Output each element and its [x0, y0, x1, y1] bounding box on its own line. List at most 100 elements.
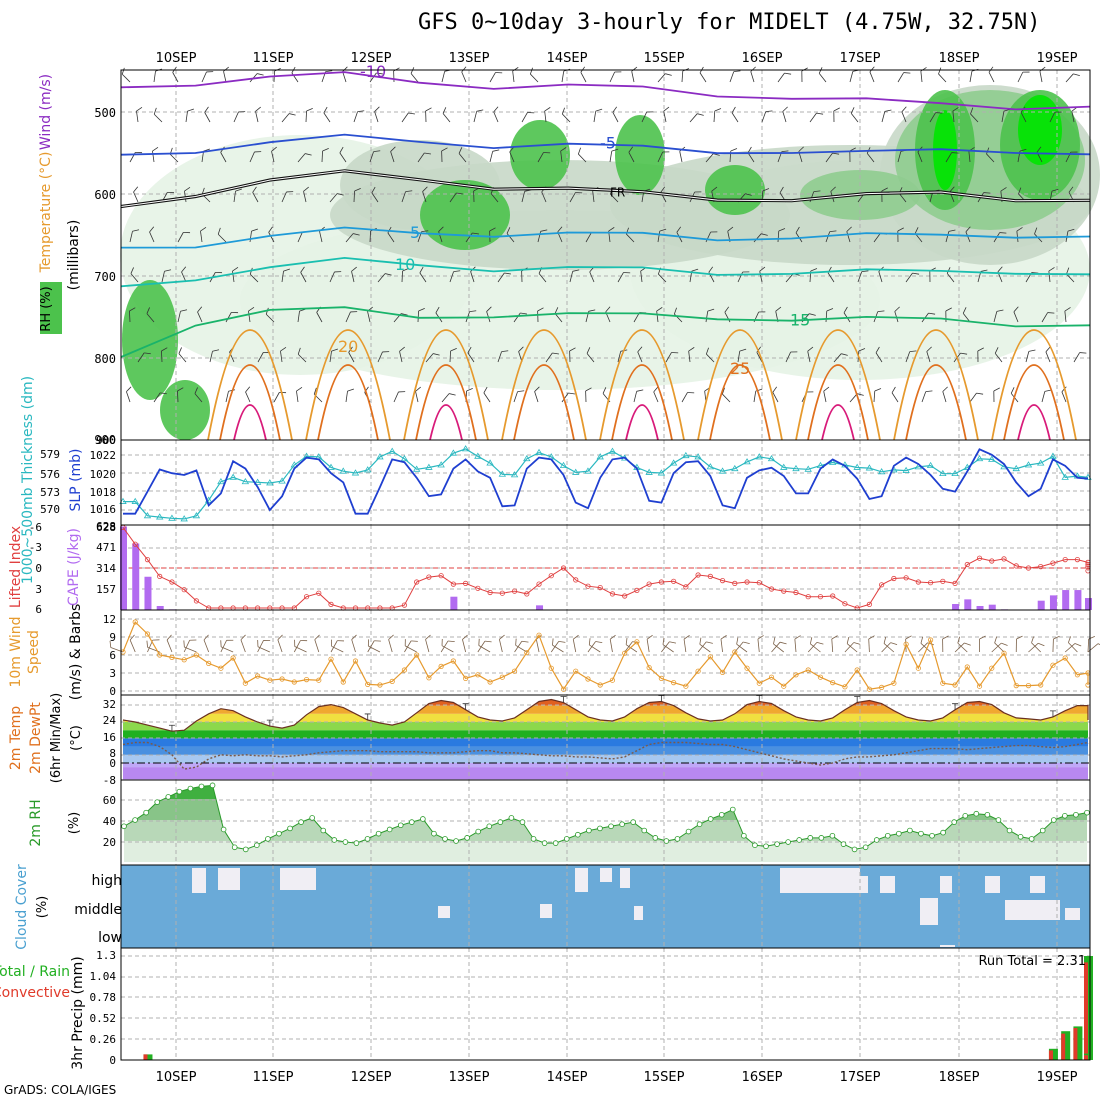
wind-barb-flag: [608, 227, 615, 232]
wind-barb-flag: [352, 233, 360, 236]
wind-barb-flag: [129, 307, 136, 312]
wind-barb-flag: [782, 106, 788, 112]
thickness-point: [767, 455, 776, 462]
surface-wind-barb: [183, 639, 197, 653]
wind-barb: [489, 149, 500, 163]
wind-barb-flag: [408, 112, 416, 115]
rh-point: [121, 823, 127, 830]
wind-barb: [731, 106, 739, 123]
wind-barb: [747, 146, 755, 163]
surface-wind-barb: [646, 634, 653, 653]
wind-barb: [637, 346, 643, 363]
thickness-tick-label: 579: [40, 448, 60, 461]
surface-wind-barb-shaft: [736, 643, 748, 653]
wind-barb-shaft: [369, 72, 377, 83]
date-label-bottom: 14SEP: [547, 1070, 588, 1085]
wind-barb-flag: [252, 186, 257, 193]
wind-barb-flag: [160, 392, 167, 395]
wind-barb-flag: [779, 186, 784, 193]
wind-barb-shaft: [968, 151, 971, 163]
surface-temperature-contour: [795, 329, 881, 441]
wind-barb-flag: [303, 186, 309, 192]
surface-temperature-contour: [709, 364, 771, 441]
wind-barb-shaft: [399, 351, 403, 363]
thickness-point: [694, 453, 702, 460]
wind-barb-shaft: [827, 272, 835, 283]
wind-speed-point: [646, 664, 652, 671]
surface-wind-barb-shaft: [646, 639, 650, 653]
cape-bar: [536, 605, 544, 610]
wind-barb: [585, 387, 592, 403]
surface-wind-barb: [957, 636, 968, 653]
rh-shading-area: [122, 280, 178, 400]
wind-barb-shaft: [945, 231, 950, 243]
wind-barb: [351, 266, 357, 283]
wind-barb-shaft: [1041, 391, 1046, 403]
wind-barb-flag: [676, 226, 682, 233]
lifted-index-point: [866, 601, 873, 608]
wind-barb-shaft: [329, 271, 335, 283]
lifted-index-point: [414, 579, 420, 585]
wind-barb: [449, 347, 457, 363]
wind-barb-shaft: [658, 273, 667, 283]
wind-barb-flag: [178, 347, 182, 354]
surface-wind-barb-shaft: [697, 641, 707, 653]
wind-barb-flag: [745, 193, 752, 196]
wind-barb-flag: [877, 310, 885, 313]
wind-barb-shaft: [371, 192, 379, 203]
rh-legend-label: RH (%): [39, 286, 54, 331]
wind-barb-flag: [164, 269, 172, 272]
wind-barb: [681, 392, 695, 403]
wind-barb-flag: [901, 106, 907, 113]
wind-barb-flag: [527, 112, 535, 114]
surface-wind-barb-shaft: [883, 643, 895, 653]
wind-speed-point: [1050, 662, 1056, 668]
wind-speed-point: [671, 679, 677, 686]
rh-axis-label-1: 2m RH: [28, 799, 44, 846]
wind-speed-point: [144, 631, 151, 637]
wind-barb-shaft: [633, 391, 638, 403]
surface-wind-barb-flag: [573, 634, 579, 640]
cape-tick-label: 628: [96, 521, 116, 534]
wind-barb-flag: [806, 391, 814, 393]
wind-barb: [657, 228, 667, 243]
lifted-index-point: [426, 574, 432, 580]
wind-barb-shaft: [1071, 111, 1075, 123]
surface-wind-barb: [499, 634, 505, 653]
wind-barb: [252, 186, 259, 203]
wind-barb-shaft: [367, 311, 371, 323]
rh-point: [254, 842, 260, 848]
footer-credit: GrADS: COLA/IGES: [4, 1083, 117, 1097]
wind-barb-shaft: [133, 191, 139, 203]
wind-speed-point: [927, 637, 934, 643]
wind-barb-shaft: [833, 353, 842, 363]
wind-barb-shaft: [561, 392, 569, 403]
rh-point: [541, 840, 548, 846]
thickness-point: [156, 513, 164, 520]
wind-barb: [609, 148, 619, 163]
thickness-point: [853, 463, 861, 470]
thickness-point: [792, 464, 800, 472]
wind-barb-flag: [206, 71, 214, 73]
wind-barb-flag: [611, 148, 619, 152]
wind-barb: [1065, 73, 1080, 83]
wind-barb: [441, 393, 456, 403]
lifted-index-point: [450, 581, 456, 587]
rh-point: [1050, 817, 1057, 823]
wind-barb-flag: [671, 352, 679, 354]
wind-speed-point: [1025, 682, 1032, 689]
temperature-contour: [120, 71, 1091, 111]
surface-wind-barb-shaft: [1087, 638, 1090, 653]
wind-barb-flag: [135, 151, 143, 154]
rh-point: [442, 836, 448, 842]
wind-barb: [657, 73, 672, 83]
wind-barb-shaft: [390, 151, 395, 163]
temperature-band: [123, 699, 1088, 706]
lifted-index-point: [524, 591, 530, 597]
wind-speed-point: [401, 667, 408, 673]
wind-barb-flag: [223, 66, 229, 72]
wind-barb-flag: [187, 108, 195, 112]
wind-barb: [161, 347, 168, 363]
wind-barb-shaft: [506, 233, 515, 243]
lifted-index-point: [401, 602, 408, 608]
